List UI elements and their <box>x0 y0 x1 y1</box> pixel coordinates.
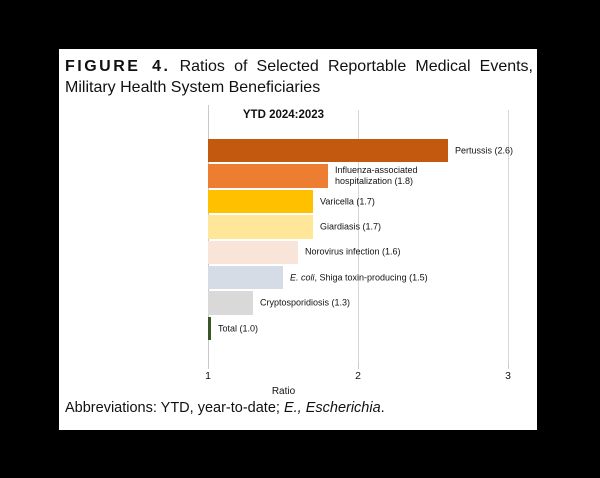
bar-label-line: E. coli, Shiga toxin-producing (1.5) <box>290 272 428 283</box>
bar-label: Norovirus infection (1.6) <box>305 247 401 258</box>
figure-title-line1: FIGURE 4. Ratios of Selected Reportable … <box>65 56 533 77</box>
abbreviations-note: Abbreviations: YTD, year-to-date; E., Es… <box>65 400 535 416</box>
bar-cryptosporidiosis <box>208 291 253 315</box>
x-tick-mark <box>508 363 509 369</box>
bar-label-line: hospitalization (1.8) <box>335 176 414 187</box>
bar-label: Influenza-associated hospitalization (1.8… <box>335 165 418 187</box>
bar-label: Cryptosporidiosis (1.3) <box>260 298 350 309</box>
bar-varicella <box>208 189 313 214</box>
bar-influenza-associated-hospitalization <box>208 164 328 188</box>
bar-pertussis <box>208 139 448 163</box>
bar-total <box>208 316 211 341</box>
gridline <box>508 110 509 363</box>
bar-label: Giardiasis (1.7) <box>320 221 381 232</box>
x-tick-label: 1 <box>205 370 211 382</box>
bar-label-line: Influenza-associated <box>335 165 418 176</box>
gridline <box>358 110 359 363</box>
bar-label: E. coli, Shiga toxin-producing (1.5) <box>290 272 428 283</box>
abbreviations-prefix: Abbreviations: YTD, year-to-date; <box>65 400 284 416</box>
chart-subtitle: YTD 2024:2023 <box>242 109 325 121</box>
figure-title-text: Ratios of Selected Reportable Medical Ev… <box>179 58 534 75</box>
figure-panel: FIGURE 4. Ratios of Selected Reportable … <box>59 49 537 430</box>
bar-label-line: Varicella (1.7) <box>320 196 375 206</box>
bar-giardiasis <box>208 215 313 239</box>
bar-label: Varicella (1.7) <box>320 196 375 207</box>
x-tick-label: 2 <box>355 370 361 382</box>
bar-label-line: Norovirus infection (1.6) <box>305 246 401 257</box>
bar-label-line: Cryptosporidiosis (1.3) <box>260 297 351 308</box>
x-axis-title: Ratio <box>271 386 296 397</box>
bar-label: Total (1.0) <box>218 323 258 334</box>
x-tick-mark <box>358 363 359 369</box>
bar-label-line: Total (1.0) <box>218 323 259 333</box>
bar-label-line: Giardiasis (1.7) <box>320 221 382 232</box>
bar-e-coli-shiga-toxin-producing <box>208 266 283 290</box>
bar-label-line: Pertussis (2.6) <box>455 145 514 156</box>
abbreviations-italic: E., Escherichia <box>283 400 381 416</box>
x-tick-label: 3 <box>505 370 511 382</box>
figure-title-line2: Military Health System Beneficiaries <box>65 79 321 96</box>
figure-number: FIGURE 4. <box>65 58 171 75</box>
figure-title: FIGURE 4. Ratios of Selected Reportable … <box>65 56 533 98</box>
bar-label-italic: E. coli <box>290 272 315 283</box>
bar-label: Pertussis (2.6) <box>455 145 513 156</box>
abbreviations-suffix: . <box>380 400 385 416</box>
bar-chart: YTD 2024:2023 Pertussis (2.6) Influenza-a… <box>59 49 537 430</box>
bar-norovirus-infection <box>208 240 298 264</box>
